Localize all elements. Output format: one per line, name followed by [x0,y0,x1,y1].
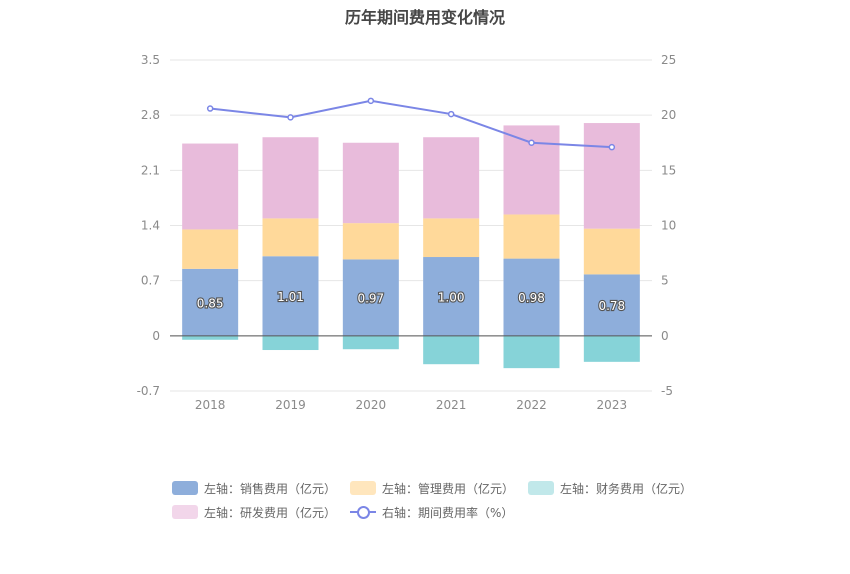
legend-label-admin: 左轴：管理费用（亿元） [382,481,515,496]
bar-sales [423,257,480,336]
x-axis-ticks: 2018 2019 2020 2021 2022 2023 [195,398,627,412]
legend-item-admin[interactable]: 左轴：管理费用（亿元） [350,480,514,497]
right-tick-label: 20 [661,108,676,122]
data-label: 0.85 [197,296,224,310]
data-label: 0.78 [598,299,625,313]
bar-sales [182,268,239,336]
rate-point [608,143,616,151]
bar-admin [182,229,239,269]
legend-item-finance[interactable]: 左轴：财务费用（亿元） [528,480,692,497]
bar-finance [262,335,319,351]
bar-finance [423,335,480,365]
data-label: 0.97 [357,292,384,306]
rate-point [528,139,535,146]
rate-line-path [210,99,612,149]
gridlines [170,59,652,392]
bar-admin [583,228,640,275]
legend-swatch-finance [528,481,555,495]
bar-finance [583,335,640,362]
bar-sales [342,259,399,336]
x-tick-label: 2020 [356,398,387,412]
x-tick-label: 2021 [436,398,467,412]
bar-rnd [262,137,319,219]
bar-rnd [583,123,640,229]
x-tick-label: 2019 [275,398,306,412]
legend-line-icon [350,505,377,519]
legend-label-rnd: 左轴：研发费用（亿元） [204,505,337,520]
bar-admin [342,223,399,260]
bar-sales [503,258,560,336]
bar-finance [182,335,239,340]
bar-rnd [503,125,560,215]
bar-finance [503,335,560,369]
rate-point [206,105,214,112]
right-tick-label: 5 [661,274,669,288]
legend: 左轴：销售费用（亿元） 左轴：管理费用（亿元） 左轴：财务费用（亿元） 左轴：研… [172,476,732,524]
legend-swatch-sales [172,481,198,495]
bar-finance [342,335,399,350]
bars [182,123,640,369]
left-tick-label: 0.7 [141,274,160,288]
data-label: 1.01 [277,290,304,304]
left-tick-label: 1.4 [141,219,160,233]
data-label: 1.00 [438,290,465,304]
data-label: 0.98 [518,291,545,305]
left-tick-label: 3.5 [141,53,160,67]
legend-label-rate: 右轴：期间费用率（%） [382,505,514,520]
chart-title: 历年期间费用变化情况 [344,8,505,27]
legend-item-rate[interactable]: 右轴：期间费用率（%） [350,504,513,521]
legend-item-rnd[interactable]: 左轴：研发费用（亿元） [172,504,336,521]
x-tick-label: 2022 [516,398,547,412]
right-tick-label: 10 [661,219,676,233]
legend-swatch-rnd [172,505,198,519]
right-tick-label: 25 [661,53,676,67]
legend-swatch-admin [350,481,377,495]
bar-rnd [423,137,480,219]
right-tick-label: 0 [661,329,669,343]
x-tick-label: 2018 [195,398,226,412]
legend-label-sales: 左轴：销售费用（亿元） [204,481,337,496]
right-tick-label: 15 [661,163,676,177]
bar-sales [583,274,640,336]
bar-admin [262,218,319,257]
rate-point [447,110,455,118]
bar-admin [503,214,560,259]
left-tick-label: 0 [152,329,160,343]
left-tick-label: -0.7 [137,384,160,398]
x-tick-label: 2023 [597,398,628,412]
bar-sales [262,256,319,336]
rate-line [206,97,616,151]
right-tick-label: -5 [661,384,673,398]
data-labels: 0.85 1.01 0.97 1.00 0.98 0.78 [196,289,627,314]
rate-point [287,114,294,121]
left-tick-label: 2.8 [141,108,160,122]
rate-point [367,97,375,105]
legend-label-finance: 左轴：财务费用（亿元） [560,481,693,496]
bar-rnd [342,142,399,224]
bar-admin [423,218,480,258]
bar-rnd [182,143,239,230]
left-axis-ticks: 3.5 2.8 2.1 1.4 0.7 0 -0.7 [137,53,160,398]
legend-item-sales[interactable]: 左轴：销售费用（亿元） [172,480,336,497]
right-axis-ticks: 25 20 15 10 5 0 -5 [661,53,676,398]
left-tick-label: 2.1 [141,163,160,177]
